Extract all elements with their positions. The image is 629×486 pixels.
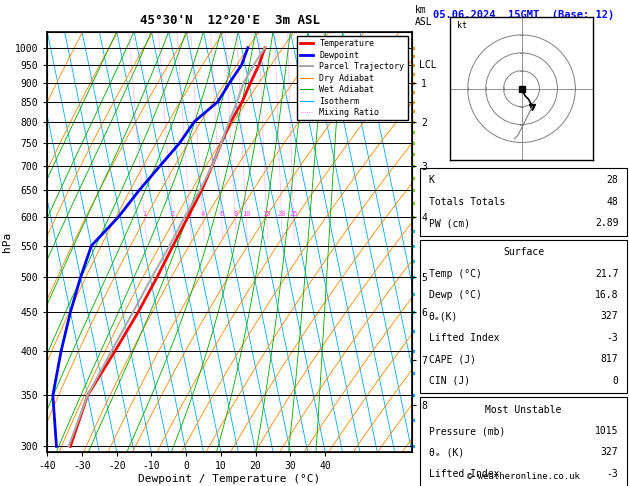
Text: Dewp (°C): Dewp (°C)	[429, 290, 482, 300]
Text: Lifted Index: Lifted Index	[429, 469, 499, 479]
Text: -3: -3	[607, 333, 618, 343]
Text: 28: 28	[607, 175, 618, 185]
Bar	[420, 168, 627, 236]
Text: CIN (J): CIN (J)	[429, 376, 470, 385]
Text: 15: 15	[262, 211, 271, 217]
Text: PW (cm): PW (cm)	[429, 218, 470, 228]
Text: 25: 25	[289, 211, 298, 217]
Text: 05.06.2024  15GMT  (Base: 12): 05.06.2024 15GMT (Base: 12)	[433, 10, 615, 20]
Bar	[420, 240, 627, 393]
Text: 6: 6	[220, 211, 223, 217]
Text: 3: 3	[188, 211, 192, 217]
Text: Most Unstable: Most Unstable	[486, 405, 562, 415]
Text: -3: -3	[607, 469, 618, 479]
Text: 1: 1	[142, 211, 147, 217]
Text: 20: 20	[277, 211, 286, 217]
Legend: Temperature, Dewpoint, Parcel Trajectory, Dry Adiabat, Wet Adiabat, Isotherm, Mi: Temperature, Dewpoint, Parcel Trajectory…	[297, 36, 408, 121]
Text: © weatheronline.co.uk: © weatheronline.co.uk	[467, 472, 580, 481]
Text: 817: 817	[601, 354, 618, 364]
Text: kt: kt	[457, 21, 467, 30]
Text: CAPE (J): CAPE (J)	[429, 354, 476, 364]
Text: 45°30'N  12°20'E  3m ASL: 45°30'N 12°20'E 3m ASL	[140, 14, 320, 27]
Text: 327: 327	[601, 312, 618, 321]
Text: 0: 0	[613, 376, 618, 385]
Text: 327: 327	[601, 448, 618, 457]
Bar	[420, 397, 627, 486]
Text: Pressure (mb): Pressure (mb)	[429, 426, 505, 436]
Y-axis label: hPa: hPa	[2, 232, 12, 252]
Text: Surface: Surface	[503, 247, 544, 257]
Text: Temp (°C): Temp (°C)	[429, 269, 482, 278]
Text: km
ASL: km ASL	[415, 5, 433, 27]
Text: 4: 4	[201, 211, 205, 217]
Text: 48: 48	[607, 197, 618, 207]
Text: θₑ(K): θₑ(K)	[429, 312, 458, 321]
Text: Lifted Index: Lifted Index	[429, 333, 499, 343]
Text: 21.7: 21.7	[595, 269, 618, 278]
Text: K: K	[429, 175, 435, 185]
Text: 10: 10	[242, 211, 250, 217]
Text: Totals Totals: Totals Totals	[429, 197, 505, 207]
Text: θₑ (K): θₑ (K)	[429, 448, 464, 457]
Text: 2.89: 2.89	[595, 218, 618, 228]
Text: 8: 8	[233, 211, 237, 217]
Text: 2: 2	[170, 211, 175, 217]
Text: 16.8: 16.8	[595, 290, 618, 300]
X-axis label: Dewpoint / Temperature (°C): Dewpoint / Temperature (°C)	[138, 474, 321, 484]
Text: 1015: 1015	[595, 426, 618, 436]
Text: LCL: LCL	[420, 60, 437, 69]
